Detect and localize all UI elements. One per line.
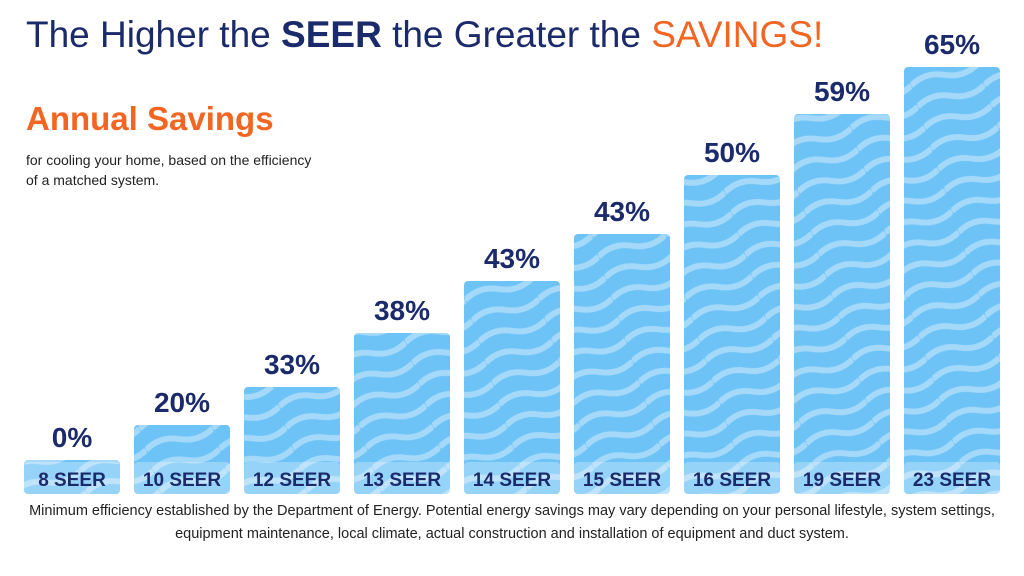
data-label: 0% (52, 422, 93, 453)
bar (134, 425, 230, 494)
bar-label-zone (904, 462, 1000, 494)
category-label: 10 SEER (143, 470, 221, 491)
bar (464, 281, 560, 494)
bar (574, 234, 670, 494)
data-label: 50% (704, 137, 760, 168)
data-label: 33% (264, 349, 320, 380)
chart-subtitle: Annual Savings (26, 100, 274, 137)
title-text-2: the Greater the (381, 14, 652, 55)
data-label: 20% (154, 387, 210, 418)
bar-label-zone (464, 462, 560, 494)
bar-label-zone (244, 462, 340, 494)
chart-description: for cooling your home, based on the effi… (26, 152, 312, 188)
bar (244, 387, 340, 494)
data-label: 43% (484, 243, 540, 274)
data-label: 43% (594, 196, 650, 227)
page-title: The Higher the SEER the Greater the SAVI… (26, 14, 823, 56)
bar-label-zone (134, 462, 230, 494)
category-label: 13 SEER (363, 470, 441, 491)
footnote: Minimum efficiency established by the De… (29, 503, 995, 542)
bar (24, 460, 120, 494)
title-accent: SAVINGS! (651, 14, 824, 55)
category-label: 23 SEER (913, 470, 991, 491)
category-label: 14 SEER (473, 470, 551, 491)
bar-label-zone (574, 462, 670, 494)
bar (684, 175, 780, 494)
data-label: 65% (924, 29, 980, 60)
data-label: 59% (814, 76, 870, 107)
title-text: The Higher the (26, 14, 282, 55)
data-label: 38% (374, 295, 430, 326)
bar (354, 333, 450, 494)
bar (904, 67, 1000, 494)
category-label: 19 SEER (803, 470, 881, 491)
bar-label-zone (354, 462, 450, 494)
title-bold: SEER (281, 14, 382, 55)
category-label: 12 SEER (253, 470, 331, 491)
category-label: 15 SEER (583, 470, 661, 491)
bar (794, 114, 890, 494)
category-label: 8 SEER (38, 470, 106, 491)
category-label: 16 SEER (693, 470, 771, 491)
bar-label-zone (684, 462, 780, 494)
bar-label-zone (794, 462, 890, 494)
bar-label-zone (24, 462, 120, 494)
